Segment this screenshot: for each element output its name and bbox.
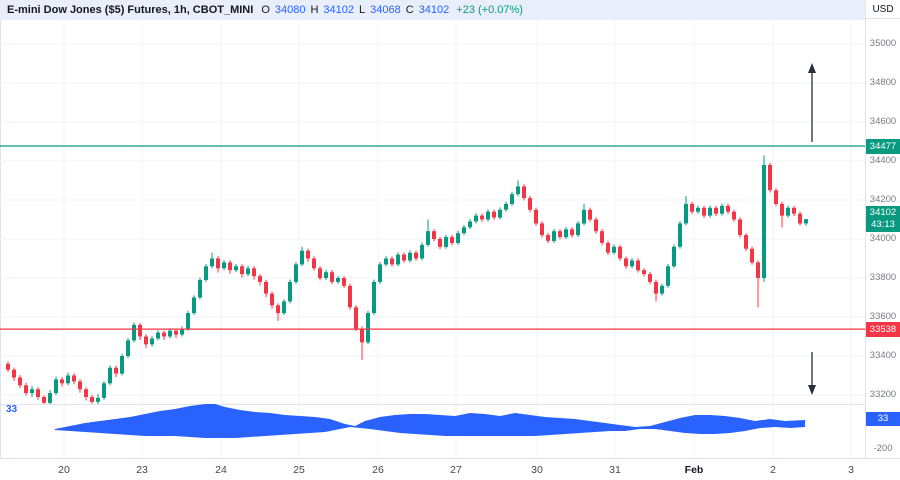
price-tick-label: 33200 (869, 389, 897, 400)
time-axis-label: 20 (58, 464, 70, 476)
time-axis-label: 25 (293, 464, 305, 476)
time-axis-label: Feb (684, 464, 704, 476)
time-axis-label: 31 (609, 464, 621, 476)
close-letter: C (405, 4, 414, 16)
price-tick-label: 34600 (869, 116, 897, 127)
price-tick-label: 33600 (869, 311, 897, 322)
symbol-legend: E-mini Dow Jones ($5) Futures, 1h, CBOT_… (0, 0, 865, 20)
price-tick-label: 33400 (869, 350, 897, 361)
price-tick-label: 34000 (869, 233, 897, 244)
time-axis[interactable]: 20 23 24 25 26 27 30 31 Feb 2 3 (0, 458, 900, 480)
time-axis-label: 26 (372, 464, 384, 476)
current-price-label: 34102 43:13 (866, 206, 900, 233)
change-value: +23 (+0.07%) (456, 4, 523, 16)
time-axis-label: 3 (848, 464, 854, 476)
indicator-value-label: 33 (866, 412, 900, 426)
level-price-label: 33538 (866, 322, 900, 338)
indicator-left-value[interactable]: 33 (6, 404, 18, 415)
low-value: 34068 (370, 4, 401, 16)
time-axis-label: 23 (136, 464, 148, 476)
time-axis-label: 2 (770, 464, 776, 476)
indicator-area (55, 404, 805, 438)
indicator-axis-tick: -200 (873, 443, 893, 454)
close-value: 34102 (418, 4, 450, 16)
current-price-value: 34102 (869, 207, 897, 219)
currency-label: USD (866, 0, 900, 19)
price-tick-label: 34200 (869, 194, 897, 205)
open-letter: O (261, 4, 270, 16)
time-axis-label: 27 (450, 464, 462, 476)
price-tick-label: 33800 (869, 272, 897, 283)
level-price-label: 34477 (866, 139, 900, 154)
price-tick-label: 35000 (869, 38, 897, 49)
symbol-title: E-mini Dow Jones ($5) Futures, 1h, CBOT_… (7, 4, 254, 16)
low-letter: L (359, 4, 366, 16)
price-tick-label: 34800 (869, 77, 897, 88)
price-axis[interactable]: USD 33200 33400 33600 33800 34000 34200 34400 3… (865, 0, 900, 458)
bar-countdown: 43:13 (871, 219, 895, 231)
chart-canvas[interactable] (0, 20, 865, 458)
price-tick-label: 34400 (869, 155, 897, 166)
high-value: 34102 (323, 4, 355, 16)
time-axis-label: 30 (531, 464, 543, 476)
open-value: 34080 (274, 4, 306, 16)
time-axis-label: 24 (215, 464, 227, 476)
high-letter: H (310, 4, 319, 16)
candles-layer (6, 155, 808, 404)
